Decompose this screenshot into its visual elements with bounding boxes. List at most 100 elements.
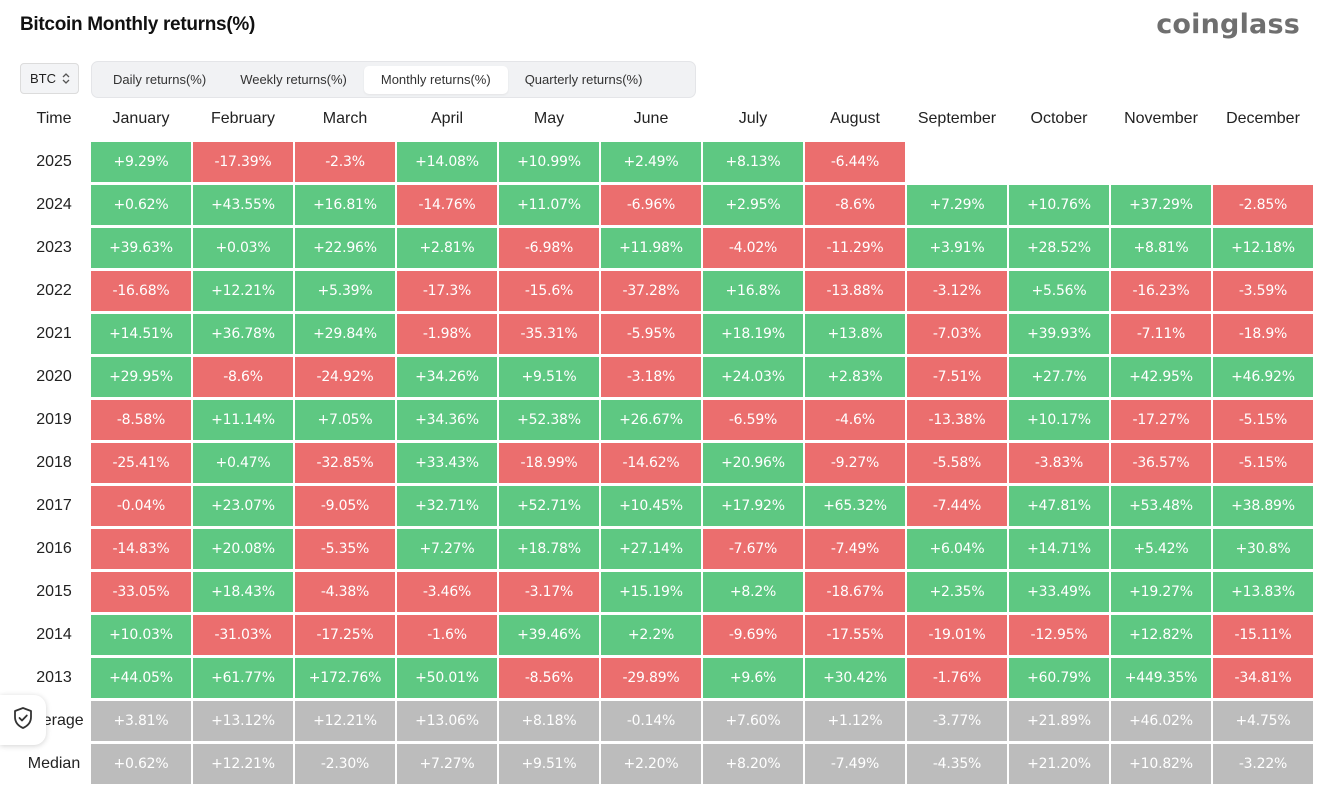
row-label-median: Median — [27, 755, 81, 772]
return-cell: +0.03% — [193, 228, 293, 268]
return-cell: +22.96% — [295, 228, 395, 268]
return-cell: -2.3% — [295, 142, 395, 182]
row-label-2015: 2015 — [36, 583, 72, 600]
column-header-may: May — [533, 110, 565, 127]
return-cell: +13.83% — [1213, 572, 1313, 612]
return-cell: +20.08% — [193, 529, 293, 569]
return-cell: -1.98% — [397, 314, 497, 354]
return-cell: +9.51% — [499, 744, 599, 784]
return-cell: -6.98% — [499, 228, 599, 268]
row-label-2021: 2021 — [36, 325, 72, 342]
return-cell: -33.05% — [91, 572, 191, 612]
return-cell: +32.71% — [397, 486, 497, 526]
return-cell: +11.14% — [193, 400, 293, 440]
return-cell: +0.47% — [193, 443, 293, 483]
return-cell: +29.84% — [295, 314, 395, 354]
return-cell: -31.03% — [193, 615, 293, 655]
column-header-april: April — [430, 110, 463, 127]
row-label-2018: 2018 — [36, 454, 72, 471]
tab-daily-returns[interactable]: Daily returns(%) — [113, 71, 207, 87]
return-cell: -29.89% — [601, 658, 701, 698]
return-cell: +42.95% — [1111, 357, 1211, 397]
return-cell: +8.2% — [703, 572, 803, 612]
return-cell: +7.27% — [397, 529, 497, 569]
return-cell: -5.58% — [907, 443, 1007, 483]
return-cell: +5.39% — [295, 271, 395, 311]
return-cell: -17.27% — [1111, 400, 1211, 440]
return-cell: -6.96% — [601, 185, 701, 225]
return-cell: -5.35% — [295, 529, 395, 569]
return-cell: +34.36% — [397, 400, 497, 440]
return-cell: -7.51% — [907, 357, 1007, 397]
return-cell: +33.43% — [397, 443, 497, 483]
return-cell: +1.12% — [805, 701, 905, 741]
return-cell: +21.89% — [1009, 701, 1109, 741]
return-cell: +8.20% — [703, 744, 803, 784]
return-cell: +2.20% — [601, 744, 701, 784]
return-cell: +16.8% — [703, 271, 803, 311]
returns-tabs: Daily returns(%) Weekly returns(%) Month… — [91, 61, 696, 98]
column-header-september: September — [917, 110, 997, 127]
column-header-october: October — [1030, 110, 1088, 127]
return-cell: +7.27% — [397, 744, 497, 784]
return-cell: +9.6% — [703, 658, 803, 698]
row-label-2014: 2014 — [36, 626, 72, 643]
privacy-shield-button[interactable] — [0, 695, 46, 745]
return-cell: +9.51% — [499, 357, 599, 397]
return-cell: -0.14% — [601, 701, 701, 741]
return-cell: +21.20% — [1009, 744, 1109, 784]
return-cell: -2.85% — [1213, 185, 1313, 225]
return-cell: -19.01% — [907, 615, 1007, 655]
return-cell: -4.35% — [907, 744, 1007, 784]
row-label-2017: 2017 — [36, 497, 72, 514]
column-header-december: December — [1226, 110, 1300, 127]
tab-weekly-returns[interactable]: Weekly returns(%) — [240, 71, 347, 87]
return-cell: +47.81% — [1009, 486, 1109, 526]
return-cell: -6.44% — [805, 142, 905, 182]
return-cell: +7.29% — [907, 185, 1007, 225]
return-cell: +6.04% — [907, 529, 1007, 569]
column-header-february: February — [210, 110, 276, 127]
column-header-june: June — [633, 110, 669, 127]
return-cell: -3.77% — [907, 701, 1007, 741]
return-cell: +12.82% — [1111, 615, 1211, 655]
return-cell: +2.95% — [703, 185, 803, 225]
return-cell: -7.11% — [1111, 314, 1211, 354]
return-cell: +16.81% — [295, 185, 395, 225]
return-cell: +4.75% — [1213, 701, 1313, 741]
return-cell: +15.19% — [601, 572, 701, 612]
column-header-time: Time — [36, 110, 72, 127]
return-cell: -17.55% — [805, 615, 905, 655]
return-cell: -17.25% — [295, 615, 395, 655]
return-cell: +52.71% — [499, 486, 599, 526]
return-cell: +5.56% — [1009, 271, 1109, 311]
return-cell: -6.59% — [703, 400, 803, 440]
return-cell: +2.49% — [601, 142, 701, 182]
return-cell: +11.98% — [601, 228, 701, 268]
return-cell: -4.02% — [703, 228, 803, 268]
column-header-march: March — [322, 110, 368, 127]
return-cell: -7.03% — [907, 314, 1007, 354]
return-cell: +39.63% — [91, 228, 191, 268]
return-cell: -9.27% — [805, 443, 905, 483]
row-label-2013: 2013 — [36, 669, 72, 686]
return-cell: -8.6% — [193, 357, 293, 397]
return-cell: +12.21% — [193, 271, 293, 311]
return-cell: +7.05% — [295, 400, 395, 440]
column-header-august: August — [830, 110, 880, 127]
asset-select[interactable]: BTC — [20, 63, 79, 94]
return-cell: +10.03% — [91, 615, 191, 655]
return-cell: +27.14% — [601, 529, 701, 569]
tab-quarterly-returns[interactable]: Quarterly returns(%) — [524, 71, 643, 87]
return-cell: +39.46% — [499, 615, 599, 655]
return-cell: +10.76% — [1009, 185, 1109, 225]
return-cell: -3.22% — [1213, 744, 1313, 784]
tab-monthly-returns[interactable]: Monthly returns(%) — [363, 65, 508, 94]
return-cell: +26.67% — [601, 400, 701, 440]
row-label-2019: 2019 — [36, 411, 72, 428]
asset-select-value: BTC — [30, 71, 56, 86]
return-cell: -18.9% — [1213, 314, 1313, 354]
return-cell: -0.04% — [91, 486, 191, 526]
return-cell: -24.92% — [295, 357, 395, 397]
return-cell: -5.15% — [1213, 400, 1313, 440]
